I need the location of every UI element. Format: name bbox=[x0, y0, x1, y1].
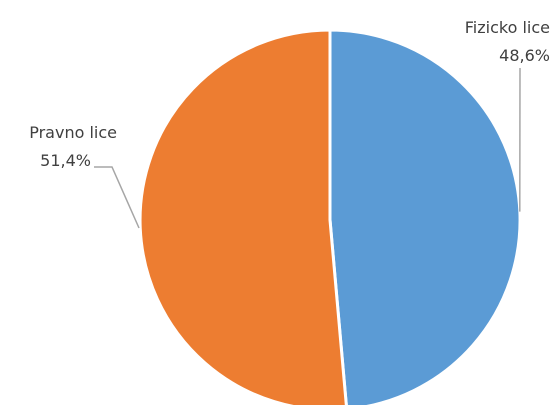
pie-slices bbox=[138, 28, 522, 405]
slice-value-pravno-lice: 51,4% bbox=[40, 151, 91, 170]
slice-value-fizicko-lice: 48,6% bbox=[499, 46, 550, 65]
pie-slice-pravno-lice bbox=[138, 28, 348, 405]
pie-slice-fizicko-lice bbox=[328, 28, 522, 405]
slice-label-pravno-lice: Pravno lice bbox=[29, 123, 117, 142]
slice-label-fizicko-lice: Fizicko lice bbox=[465, 18, 550, 37]
slice-leader-line-pravno-lice bbox=[94, 166, 140, 229]
